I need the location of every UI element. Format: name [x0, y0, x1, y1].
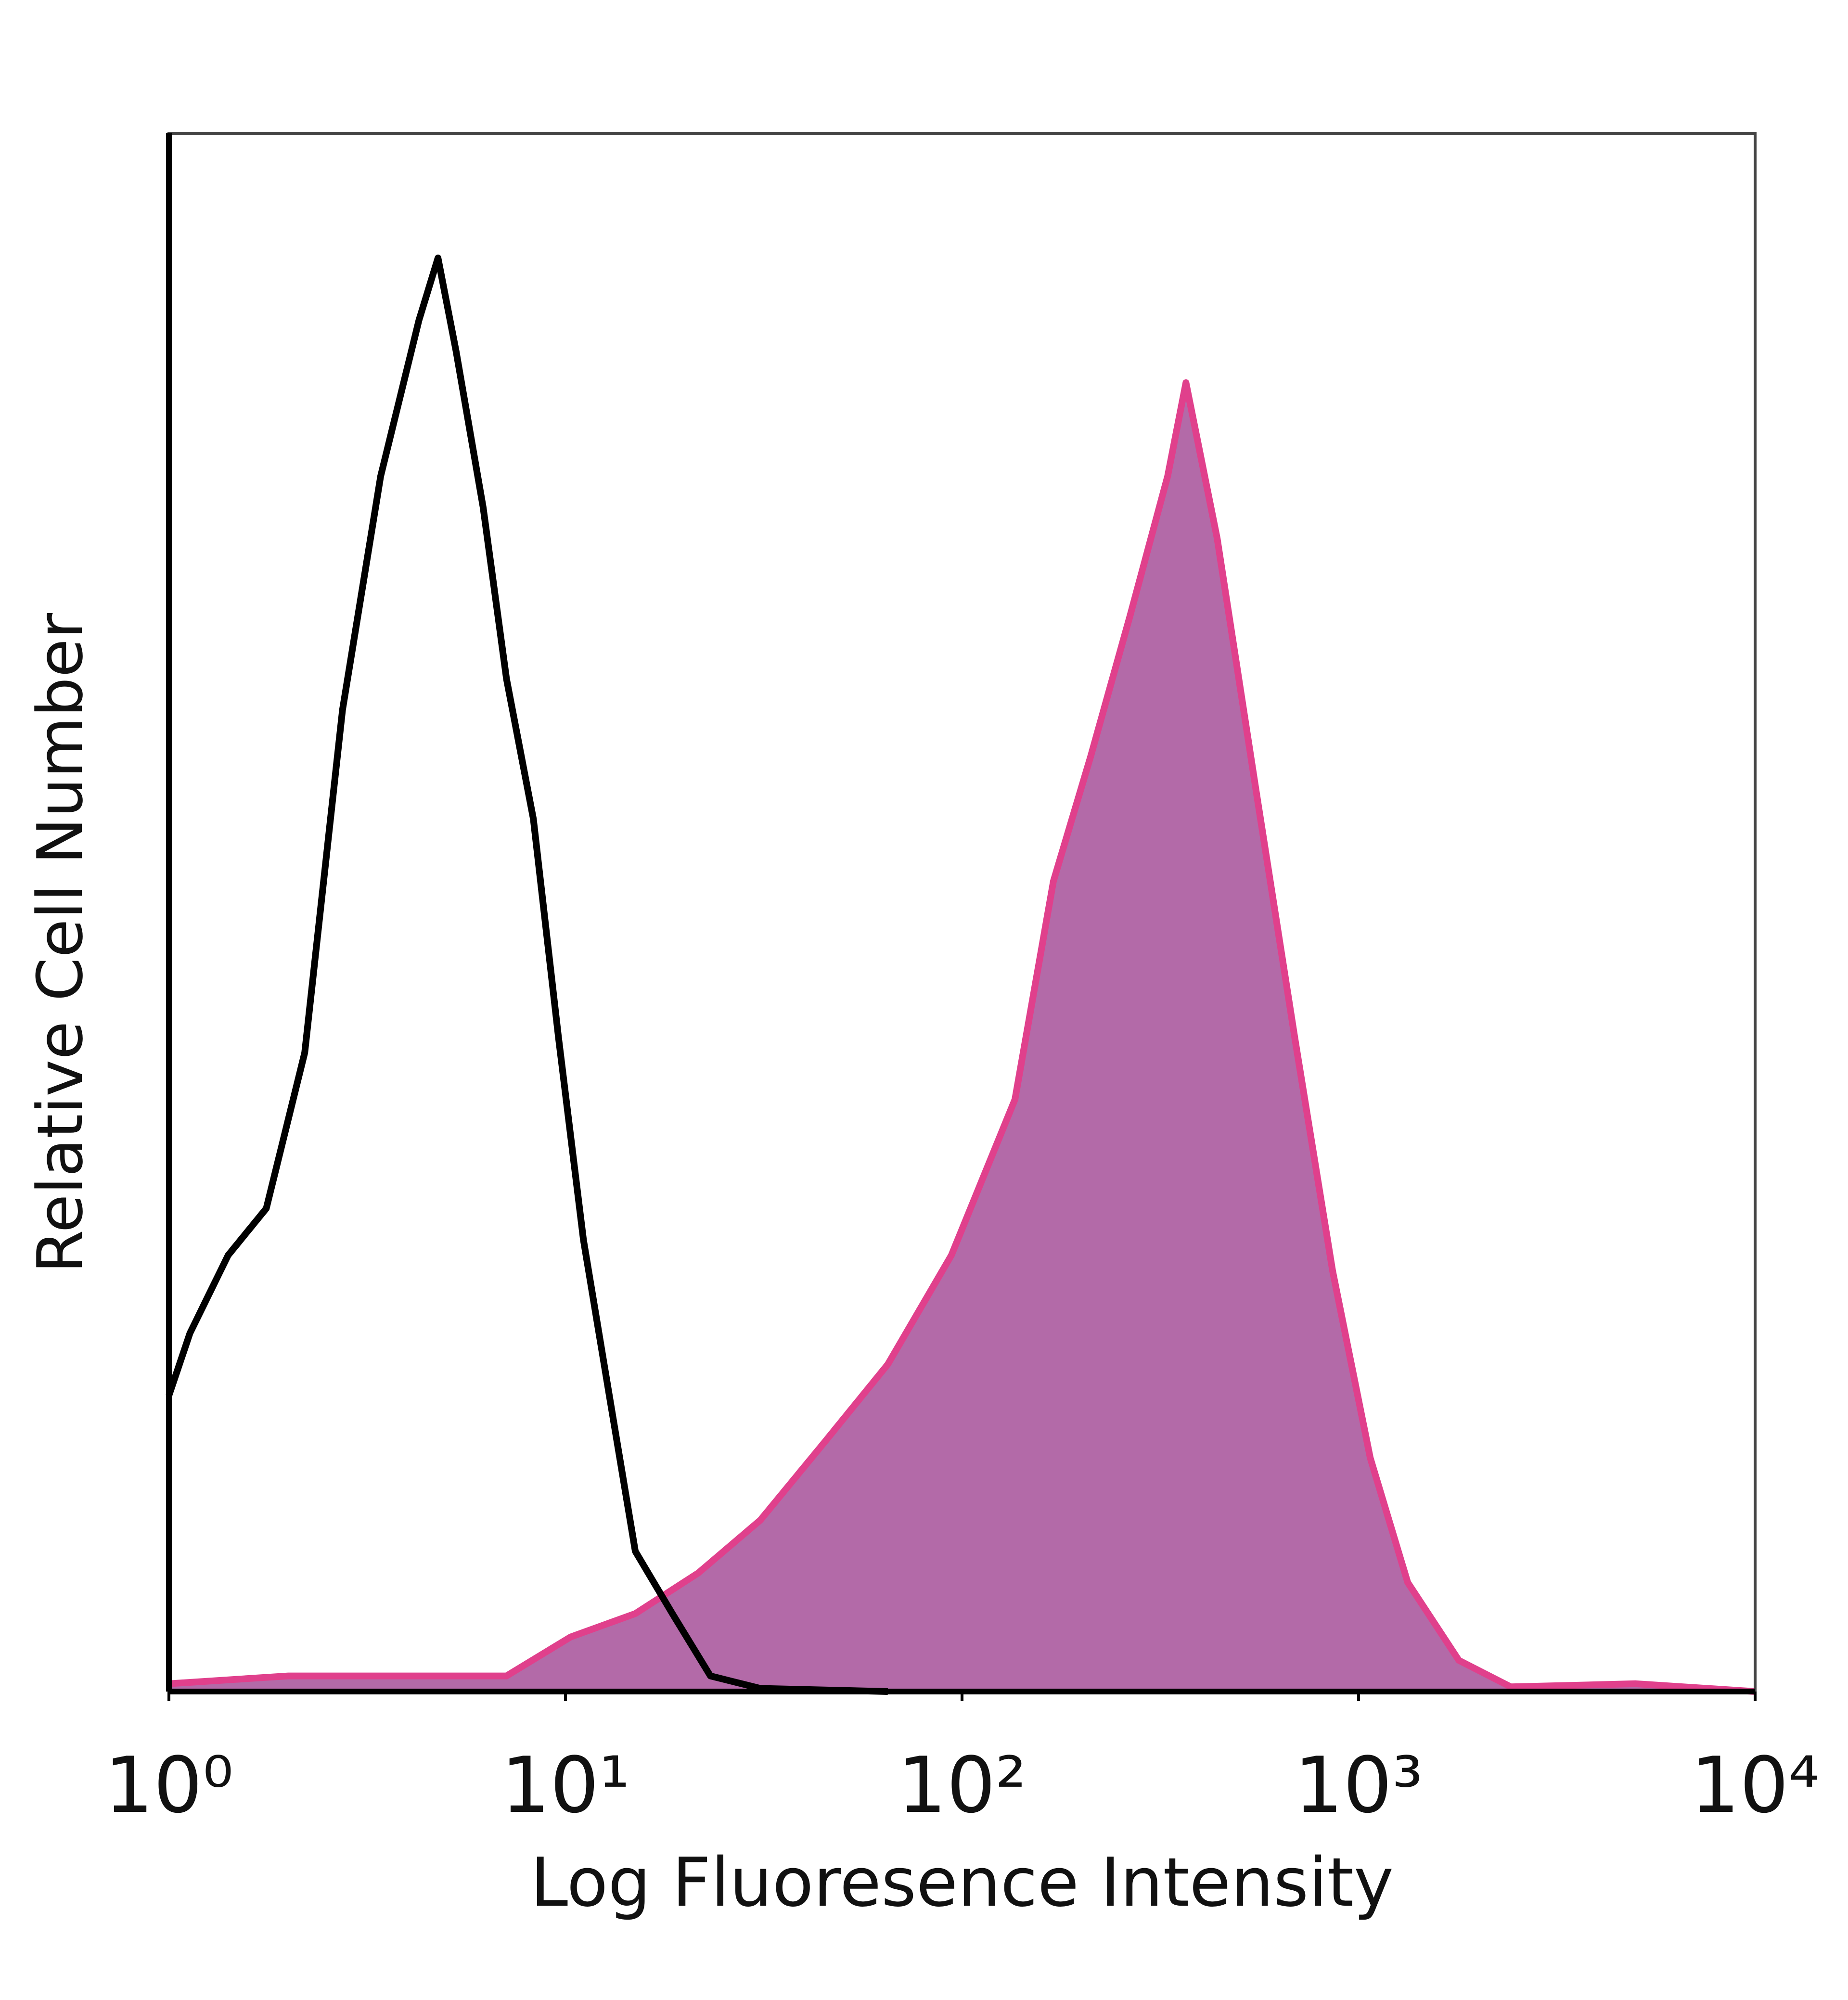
histogram-area	[169, 383, 1755, 1692]
x-tick-label: 10⁰	[104, 1740, 233, 1830]
x-tick-label: 10²	[898, 1740, 1027, 1830]
x-axis-label: Log Fluoresence Intensity	[530, 1844, 1394, 1922]
x-tick-label: 10¹	[501, 1740, 630, 1830]
x-tick-label: 10⁴	[1691, 1740, 1820, 1830]
histogram-line	[168, 379, 1756, 1695]
histogram-line	[166, 255, 888, 1695]
y-axis-label: Relative Cell Number	[24, 613, 97, 1273]
x-tick-label: 10³	[1294, 1740, 1423, 1830]
